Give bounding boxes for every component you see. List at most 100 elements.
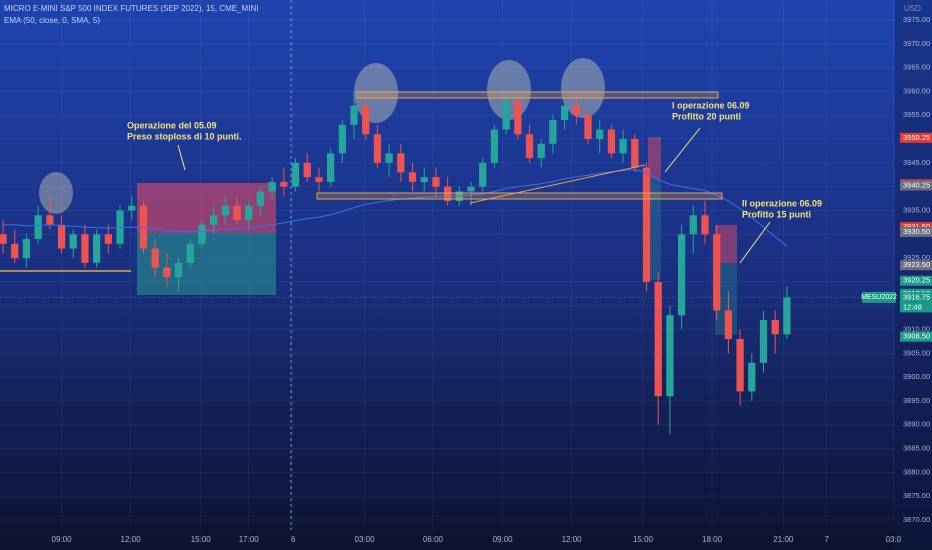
candle-body <box>736 339 744 392</box>
price-tag-label: 3916.75 <box>903 292 930 301</box>
candle-body <box>11 243 19 259</box>
target-zone <box>137 233 276 295</box>
annotation: I operazione 06.09 <box>672 100 750 110</box>
x-tick-label: 15:00 <box>633 535 654 544</box>
candle-body <box>689 215 697 235</box>
stop-zone <box>715 225 737 263</box>
price-tag <box>900 180 932 191</box>
annotation: Operazione del 05.09 <box>127 120 217 130</box>
candle-body <box>210 215 218 225</box>
candle-body <box>549 120 557 144</box>
y-tick-label: 3945.00 <box>903 158 930 167</box>
time-axis-bg <box>0 530 932 550</box>
candle-body <box>93 234 101 263</box>
x-tick-label: 03:00 <box>355 535 376 544</box>
candle-body <box>151 248 159 268</box>
candle-body <box>397 153 405 173</box>
x-tick-label: 15:00 <box>191 535 212 544</box>
symbol-tag-bg <box>862 291 896 303</box>
candle-body <box>233 205 241 220</box>
y-tick-label: 3880.00 <box>903 467 930 476</box>
price-tag <box>900 331 932 342</box>
price-tag-label: 3931.50 <box>903 222 930 231</box>
y-tick-label: 3965.00 <box>903 63 930 72</box>
currency: USD <box>904 4 921 13</box>
y-tick-label: 3955.00 <box>903 110 930 119</box>
candle-body <box>514 100 522 135</box>
x-tick-label: 09:00 <box>493 535 514 544</box>
y-tick-label: 3900.00 <box>903 372 930 381</box>
candle-body <box>420 177 428 182</box>
price-tag-label: 3923.50 <box>903 260 930 269</box>
candle-body <box>596 129 604 140</box>
candle-body <box>46 215 54 225</box>
y-tick-label: 3875.00 <box>903 491 930 500</box>
candle-body <box>572 105 580 116</box>
candle-body <box>432 177 440 187</box>
highlight-circle <box>39 172 73 214</box>
candle-body <box>713 234 721 311</box>
highlight-circle <box>561 58 605 118</box>
x-tick-label: 17:00 <box>239 535 260 544</box>
candle-body <box>128 205 136 211</box>
stop-zone <box>137 183 276 233</box>
pointer <box>739 221 771 264</box>
candle-body <box>677 234 686 316</box>
candle-body <box>373 134 382 163</box>
target-zone <box>648 179 661 280</box>
candle-body <box>291 162 300 187</box>
pointer <box>177 144 186 171</box>
countdown: 12:48 <box>903 302 922 311</box>
y-tick-label: 3905.00 <box>903 348 930 357</box>
x-tick-label: 09:00 <box>52 535 73 544</box>
x-tick-label: 06:00 <box>423 535 444 544</box>
y-tick-label: 3910.00 <box>903 325 930 334</box>
candle-body <box>280 181 288 187</box>
candle-body <box>701 215 709 235</box>
candle-body <box>607 129 616 154</box>
candle-body <box>198 224 206 244</box>
price-tag <box>900 226 932 237</box>
resistance-box <box>356 91 719 99</box>
y-tick-label: 3895.00 <box>903 396 930 405</box>
candle-body <box>490 129 499 163</box>
candle-body <box>467 186 475 192</box>
price-axis-bg <box>895 0 932 550</box>
candle-body <box>163 267 171 278</box>
price-tag-label: 3930.50 <box>903 227 930 236</box>
candle-body <box>338 124 346 154</box>
y-tick-label: 3925.00 <box>903 253 930 262</box>
candle-body <box>221 205 229 216</box>
x-tick-label: 12:00 <box>562 535 583 544</box>
candle-body <box>326 153 335 182</box>
candle-body <box>268 181 276 192</box>
candle-body <box>654 281 662 397</box>
candle-body <box>81 234 89 263</box>
annotation: Profitto 20 punti <box>672 111 741 121</box>
support-box <box>316 192 723 200</box>
candle-body <box>57 224 66 249</box>
candle-body <box>385 153 393 163</box>
candle-body <box>34 215 42 240</box>
candle-body <box>315 177 323 182</box>
candle-body <box>771 320 779 335</box>
candle-body <box>362 105 370 135</box>
candle-body <box>303 162 311 178</box>
y-tick-label: 3890.00 <box>903 420 930 429</box>
price-tag <box>900 132 932 143</box>
stop-zone <box>648 137 661 179</box>
price-tag-label: 3920.25 <box>903 276 930 285</box>
candles <box>0 91 791 435</box>
y-tick-label: 3960.00 <box>903 86 930 95</box>
candle-body <box>525 134 534 159</box>
annotation: II operazione 06.09 <box>742 198 822 208</box>
candle-body <box>186 243 194 263</box>
candle-body <box>408 172 417 182</box>
y-tick-label: 3935.00 <box>903 205 930 214</box>
price-tag <box>900 292 932 303</box>
candle-body <box>0 234 7 244</box>
candle-body <box>642 167 651 282</box>
candle-body <box>560 105 569 120</box>
